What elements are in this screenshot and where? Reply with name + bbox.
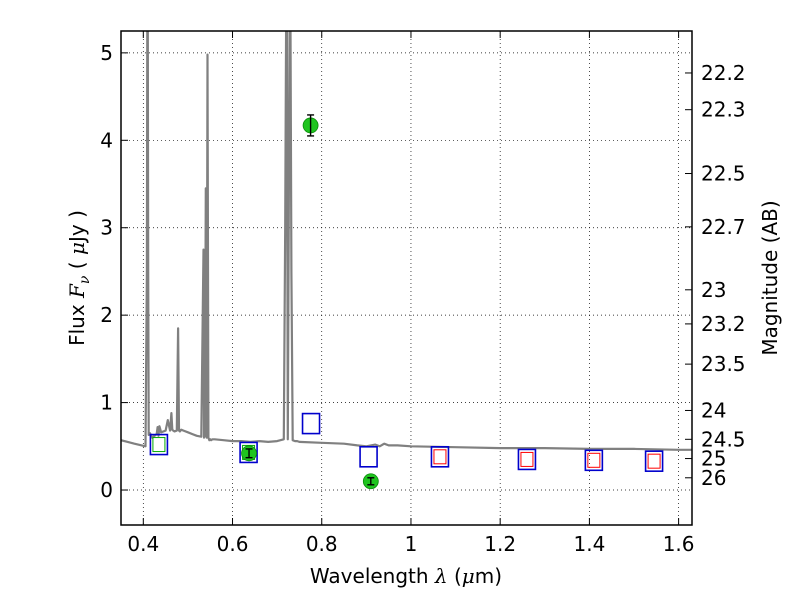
x-tick-label: 1.4 xyxy=(573,532,605,556)
x-tick-label: 1 xyxy=(405,532,418,556)
y2-tick-label: 22.2 xyxy=(701,61,746,85)
model-spectrum-line xyxy=(121,31,692,451)
model-photometry-marker xyxy=(149,433,169,456)
x-tick-label: 0.6 xyxy=(217,532,249,556)
y2-tick-label: 22.3 xyxy=(701,98,746,122)
model-photometry-inner-marker xyxy=(152,437,166,453)
x-tick-label: 1.2 xyxy=(484,532,516,556)
plot-area xyxy=(121,31,692,490)
x-axis-label: Wavelength λ (μm) xyxy=(310,564,502,588)
model-photometry-marker xyxy=(301,412,321,435)
y2-tick-label: 23.5 xyxy=(701,352,746,376)
model-photometry-marker xyxy=(584,449,604,472)
y-tick-label: 5 xyxy=(100,41,113,65)
model-photometry-marker xyxy=(239,441,258,464)
y-axis-label: Flux Fν ( μJy ) xyxy=(65,210,93,346)
y-tick-label: 2 xyxy=(100,303,113,327)
x-tick-label: 1.6 xyxy=(663,532,695,556)
y2-tick-label: 24 xyxy=(701,398,726,422)
model-photometry-inner-marker xyxy=(647,453,661,469)
y2-tick-label: 24.5 xyxy=(701,427,746,451)
y-tick-label: 1 xyxy=(100,391,113,415)
y2-tick-label: 23.2 xyxy=(701,312,746,336)
y-tick-label: 0 xyxy=(100,478,113,502)
ticks: 0.4 0.6 0.8 1 1.2 1.4 1.601234522.222.322.522.… xyxy=(100,31,746,556)
x-tick-label: 0.8 xyxy=(306,532,338,556)
model-photometry-inner-marker xyxy=(520,451,534,467)
model-photometry-inner-marker xyxy=(587,452,601,468)
model-photometry-marker xyxy=(430,446,450,468)
y2-tick-label: 22.7 xyxy=(701,215,746,239)
y2-tick-label: 23 xyxy=(701,278,726,302)
clipped-data xyxy=(121,31,692,490)
y2-tick-label: 26 xyxy=(701,466,726,490)
x-tick-label: 0.4 xyxy=(127,532,159,556)
model-photometry-marker xyxy=(359,446,378,468)
y-tick-label: 4 xyxy=(100,128,113,152)
y-tick-label: 3 xyxy=(100,216,113,240)
model-photometry-marker xyxy=(644,450,664,472)
model-photometry-inner-marker xyxy=(433,449,447,465)
y2-tick-label: 22.5 xyxy=(701,162,746,186)
model-photometry-marker xyxy=(517,448,537,471)
axes-frame xyxy=(120,30,693,526)
y2-tick-label: 25 xyxy=(701,447,726,471)
y2-axis-label: Magnitude (AB) xyxy=(758,200,782,355)
